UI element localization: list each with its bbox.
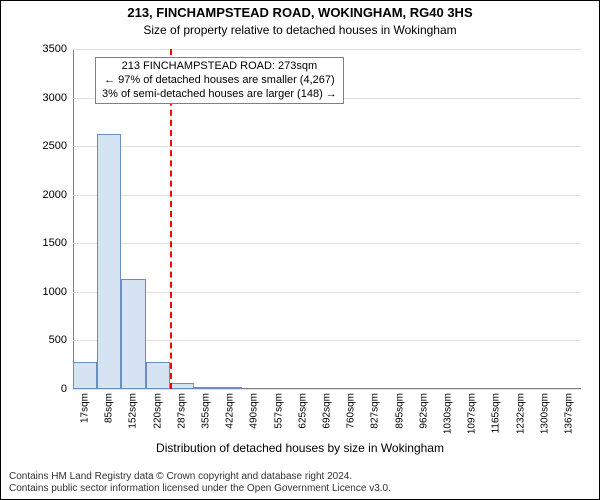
bar <box>170 383 194 389</box>
footer-line-1: Contains HM Land Registry data © Crown c… <box>9 471 391 483</box>
bar <box>194 387 218 389</box>
x-tick-label: 287sqm <box>176 393 187 429</box>
x-axis-label: Distribution of detached houses by size … <box>1 441 599 455</box>
x-tick-label: 1097sqm <box>467 393 478 434</box>
bar <box>73 362 97 389</box>
bar <box>121 279 145 389</box>
footer-line-2: Contains public sector information licen… <box>9 483 391 495</box>
x-tick-label: 962sqm <box>418 393 429 429</box>
y-tick-label: 0 <box>61 383 67 395</box>
annotation-box: 213 FINCHAMPSTEAD ROAD: 273sqm← 97% of d… <box>95 57 344 104</box>
gridline <box>73 195 581 196</box>
x-tick-label: 1232sqm <box>515 393 526 434</box>
gridline <box>73 243 581 244</box>
x-tick-label: 827sqm <box>370 393 381 429</box>
y-axis-line <box>73 49 74 389</box>
x-tick-label: 85sqm <box>104 393 115 423</box>
x-tick-label: 17sqm <box>80 393 91 423</box>
chart-container: 213, FINCHAMPSTEAD ROAD, WOKINGHAM, RG40… <box>0 0 600 500</box>
y-tick-label: 1500 <box>43 237 67 249</box>
x-tick-label: 152sqm <box>128 393 139 429</box>
x-tick-label: 355sqm <box>201 393 212 429</box>
bar <box>97 134 121 389</box>
y-tick-label: 500 <box>49 334 67 346</box>
x-tick-label: 895sqm <box>394 393 405 429</box>
gridline <box>73 292 581 293</box>
chart-title: 213, FINCHAMPSTEAD ROAD, WOKINGHAM, RG40… <box>1 5 599 20</box>
x-tick-label: 1165sqm <box>491 393 502 433</box>
annotation-line-3: 3% of semi-detached houses are larger (1… <box>102 88 337 102</box>
x-tick-label: 1367sqm <box>563 393 574 434</box>
y-tick-label: 3500 <box>43 43 67 55</box>
gridline <box>73 389 581 390</box>
annotation-line-2: ← 97% of detached houses are smaller (4,… <box>102 74 337 88</box>
x-tick-label: 692sqm <box>322 393 333 429</box>
x-tick-label: 220sqm <box>152 393 163 429</box>
x-tick-label: 625sqm <box>297 393 308 429</box>
x-tick-label: 557sqm <box>273 393 284 429</box>
gridline <box>73 340 581 341</box>
x-tick-label: 422sqm <box>225 393 236 429</box>
gridline <box>73 49 581 50</box>
gridline <box>73 146 581 147</box>
x-tick-label: 1030sqm <box>442 393 453 434</box>
annotation-line-1: 213 FINCHAMPSTEAD ROAD: 273sqm <box>102 60 337 74</box>
y-tick-label: 3000 <box>43 92 67 104</box>
footer-text: Contains HM Land Registry data © Crown c… <box>9 471 391 495</box>
bar <box>218 387 242 389</box>
x-tick-label: 490sqm <box>249 393 260 429</box>
y-tick-label: 2000 <box>43 189 67 201</box>
x-tick-label: 760sqm <box>346 393 357 429</box>
y-tick-label: 1000 <box>43 286 67 298</box>
plot-area: 050010001500200025003000350017sqm85sqm15… <box>73 49 581 389</box>
bar <box>146 362 170 389</box>
y-tick-label: 2500 <box>43 140 67 152</box>
x-tick-label: 1300sqm <box>539 393 550 434</box>
chart-subtitle: Size of property relative to detached ho… <box>1 23 599 37</box>
